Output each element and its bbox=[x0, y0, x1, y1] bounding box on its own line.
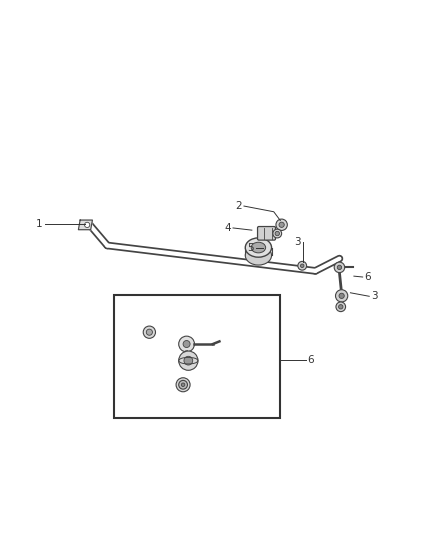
Text: 4: 4 bbox=[224, 223, 231, 233]
Circle shape bbox=[276, 219, 287, 230]
Text: 6: 6 bbox=[364, 272, 371, 282]
Circle shape bbox=[336, 302, 346, 312]
Circle shape bbox=[337, 265, 342, 270]
Circle shape bbox=[279, 222, 284, 228]
Text: 3: 3 bbox=[371, 291, 378, 301]
Text: 1: 1 bbox=[36, 220, 43, 229]
Circle shape bbox=[339, 293, 344, 298]
Ellipse shape bbox=[245, 246, 272, 265]
Circle shape bbox=[143, 326, 155, 338]
Circle shape bbox=[181, 383, 185, 386]
Circle shape bbox=[339, 304, 343, 309]
Circle shape bbox=[179, 351, 198, 370]
Circle shape bbox=[146, 329, 152, 335]
Bar bbox=[114, 295, 280, 418]
Circle shape bbox=[183, 341, 190, 348]
Circle shape bbox=[273, 229, 282, 238]
Text: 3: 3 bbox=[294, 237, 301, 247]
Circle shape bbox=[275, 231, 279, 236]
Circle shape bbox=[180, 381, 187, 388]
Text: 6: 6 bbox=[307, 355, 314, 365]
Circle shape bbox=[176, 378, 190, 392]
Ellipse shape bbox=[245, 238, 272, 257]
Text: 2: 2 bbox=[235, 201, 242, 211]
Circle shape bbox=[179, 381, 187, 389]
Ellipse shape bbox=[251, 243, 265, 253]
Circle shape bbox=[179, 336, 194, 352]
Circle shape bbox=[298, 261, 307, 270]
Polygon shape bbox=[78, 220, 92, 230]
Text: 5: 5 bbox=[247, 243, 254, 253]
Circle shape bbox=[85, 222, 90, 228]
Circle shape bbox=[184, 356, 193, 365]
FancyBboxPatch shape bbox=[258, 227, 276, 240]
Circle shape bbox=[336, 290, 348, 302]
Circle shape bbox=[334, 262, 345, 273]
Circle shape bbox=[300, 264, 304, 268]
